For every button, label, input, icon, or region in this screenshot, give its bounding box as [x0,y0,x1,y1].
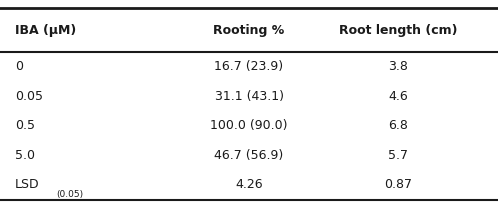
Text: 31.1 (43.1): 31.1 (43.1) [215,90,283,103]
Text: Rooting %: Rooting % [213,24,285,37]
Text: IBA (μM): IBA (μM) [15,24,76,37]
Text: LSD: LSD [15,178,39,191]
Text: 0.87: 0.87 [384,178,412,191]
Text: 5.0: 5.0 [15,149,35,162]
Text: 100.0 (90.0): 100.0 (90.0) [210,119,288,132]
Text: 4.6: 4.6 [388,90,408,103]
Text: (0.05): (0.05) [56,190,83,199]
Text: 0: 0 [15,60,23,73]
Text: 5.7: 5.7 [388,149,408,162]
Text: 16.7 (23.9): 16.7 (23.9) [215,60,283,73]
Text: 3.8: 3.8 [388,60,408,73]
Text: 6.8: 6.8 [388,119,408,132]
Text: 0.5: 0.5 [15,119,35,132]
Text: 4.26: 4.26 [235,178,263,191]
Text: 46.7 (56.9): 46.7 (56.9) [214,149,284,162]
Text: 0.05: 0.05 [15,90,43,103]
Text: Root length (cm): Root length (cm) [339,24,458,37]
